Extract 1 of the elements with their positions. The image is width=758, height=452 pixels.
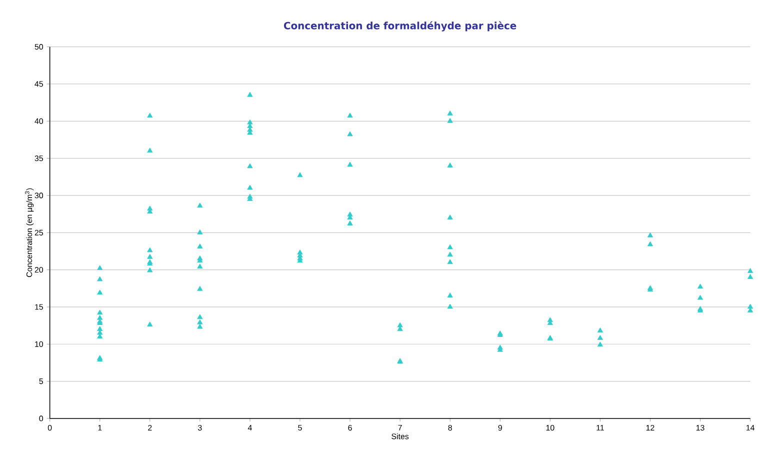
chart-title: Concentration de formaldéhyde par pièce — [284, 21, 516, 32]
